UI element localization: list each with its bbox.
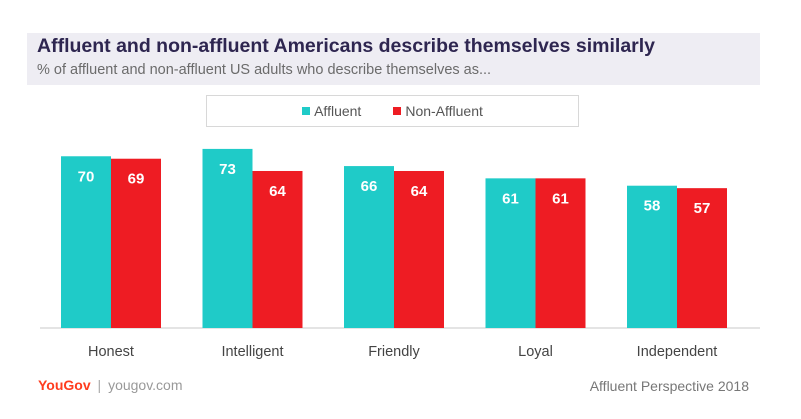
legend-label-non-affluent: Non-Affluent <box>405 103 483 119</box>
data-label-affluent-friendly: 66 <box>361 178 378 195</box>
brand-url: yougov.com <box>108 377 183 393</box>
bar-affluent-honest <box>61 156 111 328</box>
data-label-affluent-honest: 70 <box>78 168 95 185</box>
legend-item-non-affluent: Non-Affluent <box>393 103 483 119</box>
bar-affluent-intelligent <box>202 148 253 328</box>
bar-non-affluent-honest <box>111 158 161 328</box>
bar-non-affluent-independent <box>677 188 727 328</box>
data-label-non-affluent-independent: 57 <box>694 200 711 217</box>
data-label-affluent-intelligent: 73 <box>219 161 236 178</box>
chart-subtitle: % of affluent and non-affluent US adults… <box>37 62 492 78</box>
bar-non-affluent-intelligent <box>252 170 303 328</box>
legend-swatch-affluent <box>302 107 311 115</box>
data-label-affluent-loyal: 61 <box>502 190 519 207</box>
bar-non-affluent-loyal <box>535 178 586 328</box>
chart-title: Affluent and non-affluent Americans desc… <box>37 35 656 57</box>
data-label-non-affluent-friendly: 64 <box>411 183 428 200</box>
data-label-non-affluent-loyal: 61 <box>552 190 569 207</box>
bar-affluent-loyal <box>485 178 536 328</box>
brand-separator: | <box>97 377 102 393</box>
tick-label-honest: Honest <box>88 344 134 360</box>
legend: Affluent Non-Affluent <box>206 95 579 127</box>
tick-label-independent: Independent <box>637 344 718 360</box>
tick-label-intelligent: Intelligent <box>221 344 283 360</box>
tick-label-friendly: Friendly <box>368 344 420 360</box>
footer-brand: YouGov | yougov.com <box>38 377 183 393</box>
data-label-non-affluent-honest: 69 <box>128 171 145 188</box>
bar-affluent-independent <box>627 185 677 328</box>
legend-item-affluent: Affluent <box>302 103 361 119</box>
bar-non-affluent-friendly <box>394 170 444 328</box>
tick-label-loyal: Loyal <box>518 344 553 360</box>
footer-source: Affluent Perspective 2018 <box>589 378 749 394</box>
data-label-affluent-independent: 58 <box>644 198 661 215</box>
data-label-non-affluent-intelligent: 64 <box>269 183 286 200</box>
legend-label-affluent: Affluent <box>314 103 362 119</box>
header-band: Affluent and non-affluent Americans desc… <box>27 33 760 85</box>
yougov-logo: YouGov <box>38 377 91 393</box>
bar-affluent-friendly <box>344 166 394 328</box>
legend-swatch-non-affluent <box>393 107 402 115</box>
